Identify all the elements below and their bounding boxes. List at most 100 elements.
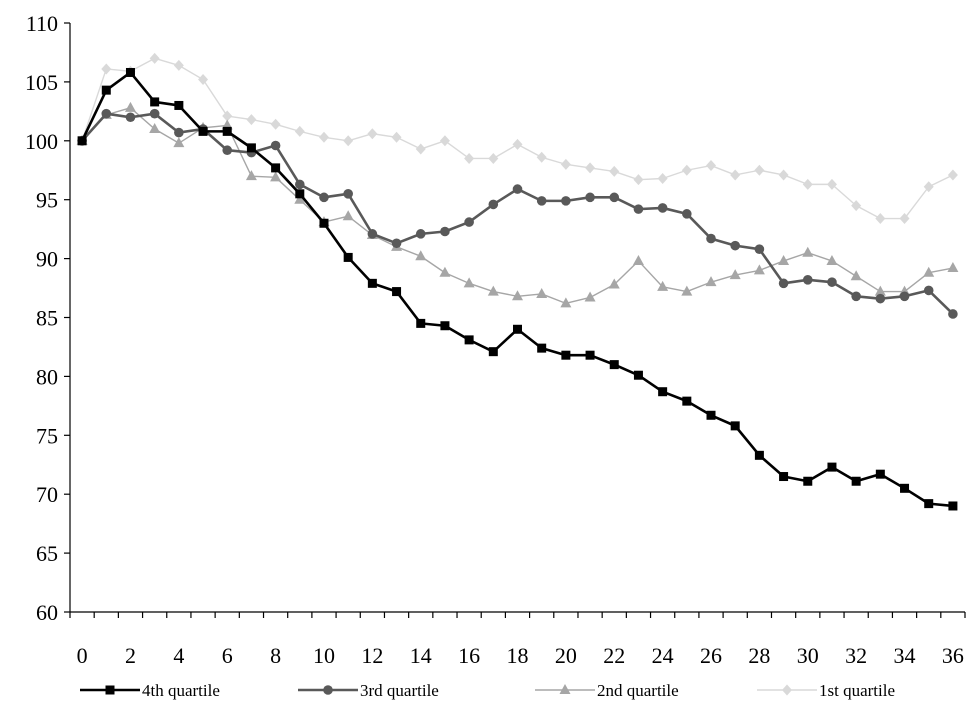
data-point <box>125 67 135 77</box>
legend-label: 1st quartile <box>819 681 895 700</box>
data-point <box>415 143 426 155</box>
data-point <box>367 278 377 288</box>
y-tick-label: 70 <box>36 482 58 507</box>
legend-label: 3rd quartile <box>360 681 439 700</box>
data-point <box>487 285 499 296</box>
x-tick-label: 18 <box>507 643 529 668</box>
data-point <box>512 290 523 301</box>
data-point <box>174 127 184 138</box>
data-point <box>923 181 934 193</box>
data-point <box>924 499 934 509</box>
data-point <box>730 421 740 431</box>
x-tick-label: 8 <box>270 643 281 668</box>
y-tick-label: 110 <box>26 11 58 36</box>
legend-marker <box>105 685 115 695</box>
data-point <box>706 160 717 172</box>
x-tick-label: 10 <box>313 643 335 668</box>
data-point <box>415 229 426 239</box>
data-point <box>391 238 402 249</box>
data-point <box>294 193 306 204</box>
data-point <box>851 476 861 486</box>
data-point <box>342 210 354 221</box>
data-point <box>730 240 741 251</box>
data-point <box>682 396 692 406</box>
data-point <box>633 204 644 214</box>
data-point <box>802 178 813 190</box>
data-point <box>513 324 522 334</box>
x-tick-label: 4 <box>173 643 184 668</box>
y-tick-label: 95 <box>36 188 58 213</box>
y-tick-label: 85 <box>36 306 58 331</box>
x-tick-label: 6 <box>222 643 233 668</box>
legend: 4th quartile 3rd quartile 2nd quartile 1st … <box>80 681 895 700</box>
data-point <box>754 450 764 460</box>
data-point <box>826 254 838 265</box>
data-point <box>415 250 427 261</box>
data-point <box>585 192 595 203</box>
data-point <box>101 63 112 75</box>
data-point <box>222 126 232 136</box>
data-point <box>632 254 644 265</box>
data-point <box>488 347 498 357</box>
legend-label: 2nd quartile <box>597 681 679 700</box>
data-point <box>923 266 935 277</box>
x-tick-label: 12 <box>361 643 383 668</box>
data-point <box>270 171 282 182</box>
data-point <box>657 280 669 291</box>
data-point <box>149 123 161 134</box>
data-point <box>271 163 281 173</box>
data-point <box>295 189 305 199</box>
data-point <box>464 152 475 164</box>
data-point <box>561 196 571 206</box>
x-tick-label: 28 <box>748 643 770 668</box>
data-point <box>536 151 547 163</box>
data-point <box>173 137 185 148</box>
data-point <box>294 179 305 190</box>
data-point <box>270 140 281 151</box>
series-layer <box>76 52 959 511</box>
data-point <box>536 287 548 298</box>
data-point <box>681 164 692 176</box>
data-point <box>343 135 354 147</box>
data-point <box>657 172 668 184</box>
data-point <box>851 291 861 302</box>
data-point <box>754 244 765 254</box>
x-tick-label: 32 <box>845 643 867 668</box>
data-point <box>198 126 208 136</box>
y-tick-label: 80 <box>36 364 58 389</box>
legend-label: 4th quartile <box>142 681 220 700</box>
data-point <box>608 278 620 289</box>
data-point <box>77 136 87 146</box>
legend-item: 4th quartile <box>80 681 220 700</box>
data-point <box>174 100 184 110</box>
data-point <box>584 291 596 302</box>
data-point <box>440 321 450 331</box>
data-point <box>125 112 136 123</box>
x-tick-label: 36 <box>942 643 964 668</box>
data-point <box>706 410 716 420</box>
data-point <box>802 275 813 285</box>
legend-marker <box>559 684 571 694</box>
data-point <box>802 246 814 257</box>
data-point <box>585 350 595 360</box>
data-point <box>560 297 572 308</box>
data-point <box>124 101 136 112</box>
data-point <box>851 200 862 212</box>
y-tick-label: 90 <box>36 247 58 272</box>
data-point <box>900 483 910 493</box>
data-point <box>681 285 693 296</box>
y-tick-label: 65 <box>36 541 58 566</box>
data-point <box>246 114 257 126</box>
data-point <box>318 131 329 143</box>
data-point <box>343 252 353 262</box>
y-tick-label: 100 <box>25 129 58 154</box>
data-point <box>367 229 378 239</box>
data-point <box>101 108 112 119</box>
data-point <box>706 233 716 244</box>
y-tick-label: 60 <box>36 600 58 625</box>
legend-item: 1st quartile <box>757 681 895 700</box>
data-point <box>803 476 813 486</box>
data-point <box>948 309 958 319</box>
data-point <box>222 145 233 156</box>
